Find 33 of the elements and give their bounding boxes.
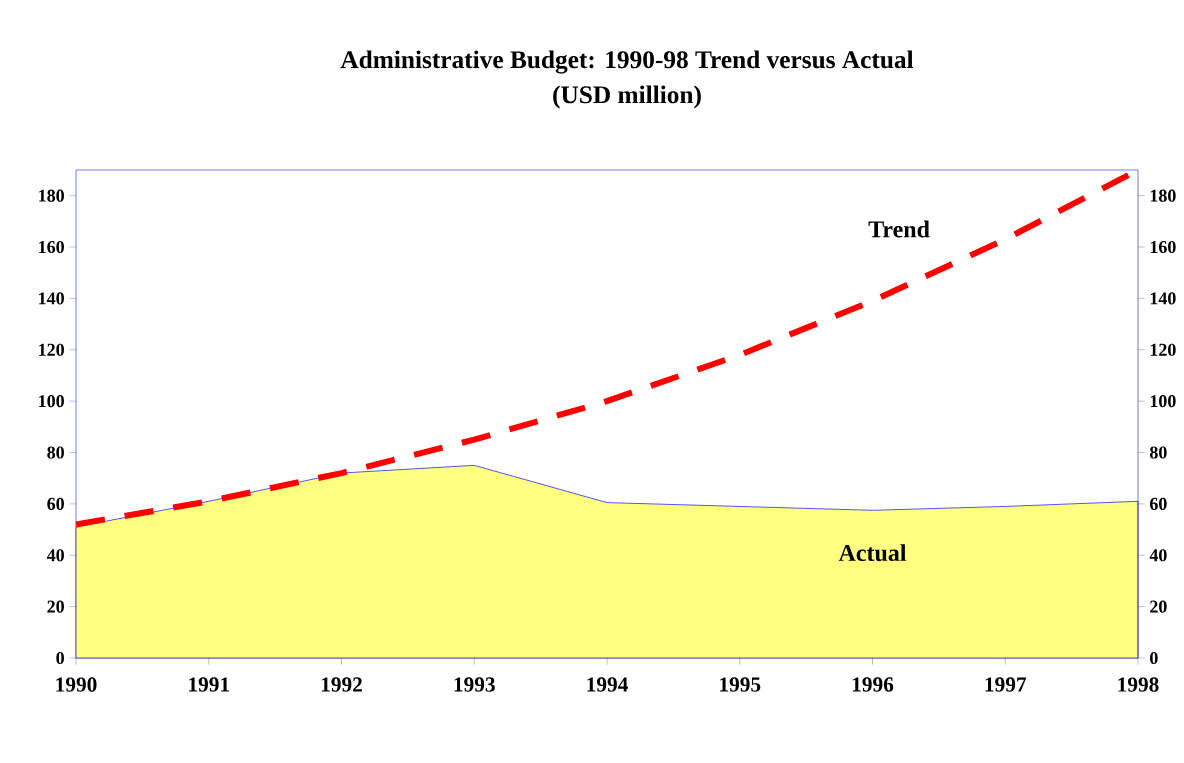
y-tick-label: 80 [47,446,64,459]
y2-tick-label: 100 [1150,395,1176,408]
y-tick-label: 100 [39,395,64,408]
x-tick-label: 1990 [56,677,97,692]
x-tick-label: 1996 [852,677,894,692]
x-tick-label: 1993 [454,677,495,692]
series-label: Trend [868,220,930,238]
y-tick-label: 120 [39,343,64,356]
chart-title: Administrative Budget: 1990-98 Trend versus Actual [340,50,914,74]
y2-tick-label: 0 [1150,651,1158,665]
y2-tick-label: 120 [1150,343,1176,356]
y2-tick-label: 20 [1150,600,1167,613]
x-tick-label: 1997 [985,677,1027,692]
y2-tick-label: 160 [1150,240,1176,254]
y2-tick-label: 140 [1150,292,1176,305]
chart-subtitle: (USD million) [553,85,701,109]
y-tick-label: 180 [39,189,64,202]
y-tick-label: 160 [39,240,64,254]
y2-tick-label: 80 [1149,446,1167,459]
y2-tick-label: 40 [1149,549,1167,562]
series-label: Actual [838,544,907,562]
y2-tick-label: 180 [1150,189,1176,202]
y-tick-label: 20 [47,600,64,613]
y2-tick-label: 60 [1149,497,1167,510]
x-tick-label: 1992 [321,677,362,692]
y-tick-label: 0 [56,651,64,665]
y-tick-label: 40 [46,549,64,562]
y-tick-label: 60 [47,497,64,510]
x-tick-label: 1991 [189,677,229,692]
x-tick-label: 1998 [1118,677,1159,692]
x-tick-label: 1995 [720,677,761,692]
x-tick-label: 1994 [587,677,628,692]
y-tick-label: 140 [39,292,64,305]
